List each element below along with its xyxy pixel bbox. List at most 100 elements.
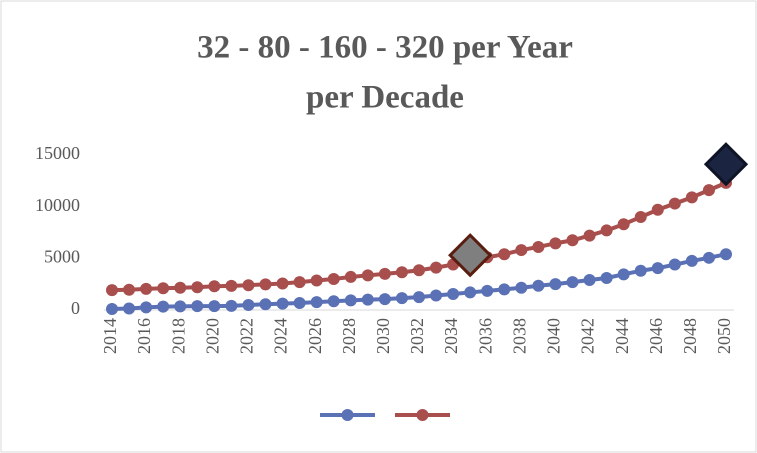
series-marker [413,291,425,304]
series-marker [583,229,596,242]
series-marker [361,293,374,306]
series-marker [413,264,425,277]
series-marker [481,284,494,297]
series-marker [430,261,443,274]
series-marker [685,254,698,267]
series-marker [634,211,647,223]
x-tick-label: 2026 [305,318,325,354]
series-marker [140,301,153,314]
series-marker [395,292,408,305]
x-tick-label: 2018 [168,318,188,354]
series-marker [157,300,170,313]
series-marker [174,281,187,294]
y-tick-label: 15000 [35,143,80,163]
series-marker [225,279,238,292]
series-marker [720,248,732,261]
chart-title: per Decade [306,80,464,116]
x-tick-label: 2014 [100,318,120,354]
series-marker [668,258,681,271]
series-marker [310,296,323,309]
x-tick-label: 2022 [237,318,257,354]
x-tick-label: 2038 [509,318,529,354]
series-marker [327,295,340,308]
series-marker [651,262,664,275]
legend-marker [416,409,429,421]
series-marker [498,283,511,296]
series-marker [583,274,596,287]
series-marker [498,248,511,261]
series-marker [276,277,289,290]
series-marker [685,191,698,204]
series-marker [344,294,357,307]
x-tick-label: 2044 [612,318,632,354]
series-marker [532,279,545,292]
series-marker [157,282,170,295]
series-marker [140,282,153,295]
series-marker [208,300,221,313]
series-marker [123,283,136,296]
series-marker [702,251,715,264]
x-tick-label: 2032 [407,318,427,354]
x-tick-label: 2042 [578,318,598,354]
x-tick-label: 2040 [544,318,564,354]
series-marker [208,280,221,293]
series-marker [242,299,255,312]
x-tick-label: 2028 [339,318,359,354]
series-marker [566,276,579,289]
series-marker [617,218,630,231]
series-marker [447,287,460,300]
series-marker [617,268,630,281]
series-marker [702,184,715,197]
series-marker [293,296,306,309]
series-marker [395,266,408,279]
series-marker [378,293,391,306]
series-marker [634,264,647,277]
series-marker [515,281,528,294]
series-marker [361,269,374,282]
series-marker [566,234,579,247]
series-marker [106,284,118,297]
series-marker [430,289,443,302]
series-marker [600,271,613,284]
series-marker [327,273,340,285]
series-marker [549,278,562,291]
x-tick-label: 2034 [441,318,461,354]
series-marker [174,300,187,313]
y-tick-label: 10000 [35,195,80,215]
series-marker [378,267,391,280]
series-marker [191,281,204,294]
x-tick-label: 2048 [680,318,700,354]
series-marker [259,298,272,311]
series-marker [123,302,136,315]
series-marker [668,197,681,210]
series-marker [515,244,528,257]
series-marker [259,278,272,291]
series-marker [549,237,562,250]
series-marker [276,297,289,310]
series-marker [242,279,255,292]
x-tick-label: 2016 [134,318,154,354]
x-tick-label: 2020 [202,318,222,354]
series-marker [344,270,357,283]
series-marker [600,224,613,237]
series-marker [651,203,664,216]
series-marker [464,286,477,299]
x-tick-label: 2024 [271,318,291,354]
chart-title: 32 - 80 - 160 - 320 per Year [197,30,573,66]
series-marker [191,300,204,313]
highlight-marker [448,233,493,278]
x-tick-label: 2030 [373,318,393,354]
legend-marker [341,409,354,421]
series-marker [532,240,545,253]
x-tick-label: 2050 [714,318,734,354]
series-marker [293,276,306,289]
y-tick-label: 0 [71,298,80,318]
series-marker [310,274,323,287]
series-marker [106,302,118,315]
y-tick-label: 5000 [44,246,80,266]
x-tick-label: 2046 [646,318,666,354]
highlight-marker [703,142,749,187]
